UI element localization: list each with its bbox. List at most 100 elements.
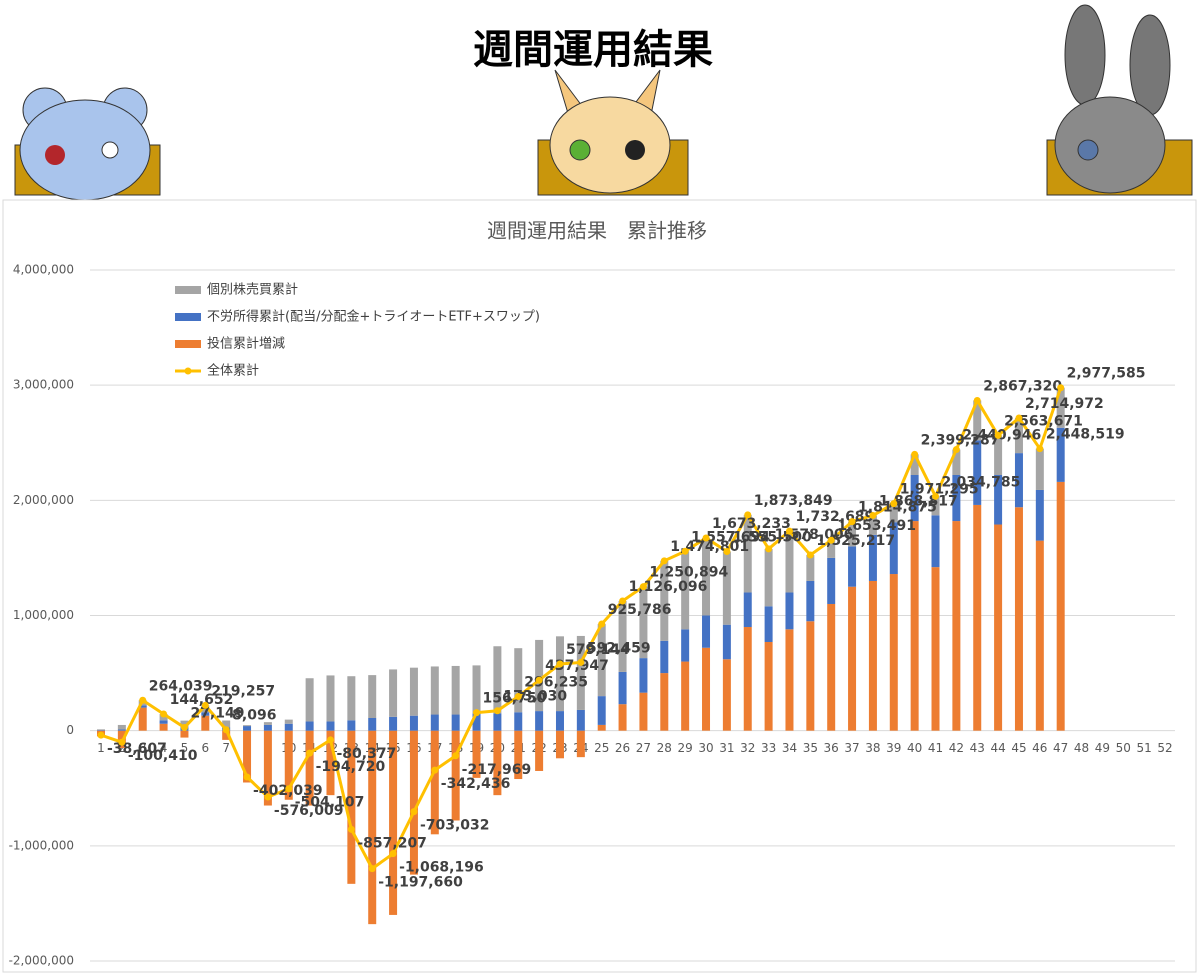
bar [263,724,272,731]
x-tick-label: 39 [886,741,901,755]
bar [451,714,460,731]
line-marker [118,738,126,746]
bar [639,692,648,731]
data-label: 925,786 [608,602,672,618]
chart-title: 週間運用結果 累計推移 [487,219,707,243]
bar [159,720,168,724]
data-label: 27,149 [190,706,244,722]
bar [722,624,731,660]
bar [597,724,606,731]
x-tick-label: 5 [181,741,189,755]
bar [1056,387,1065,428]
line-marker [577,658,585,666]
line-marker [306,749,314,757]
line-marker [535,676,543,684]
bar [722,659,731,731]
mascot-fox [537,69,689,196]
y-tick-label: 2,000,000 [13,493,74,507]
bar [910,521,919,731]
line-marker [452,752,460,760]
data-label: -857,207 [357,835,427,851]
data-label: 592,459 [587,640,651,656]
data-label: -1,068,196 [399,860,484,876]
data-label: 1,971,295 [900,482,979,498]
bar [263,722,272,725]
line-marker [639,583,647,591]
bar [597,696,606,725]
line-marker [619,597,627,605]
y-tick-label: 4,000,000 [13,263,74,277]
bar [326,675,335,722]
x-tick-label: 2 [118,741,126,755]
data-label: 579,144 [566,642,630,658]
line-marker [160,710,168,718]
x-tick-label: 31 [719,741,734,755]
data-label: 1,814,875 [858,500,937,516]
bar [138,705,147,708]
y-tick-label: 3,000,000 [13,378,74,392]
bar [430,730,439,835]
bar [681,629,690,662]
bar [368,717,377,731]
x-tick-label: 35 [803,741,818,755]
bar [618,671,627,705]
bar [472,730,481,778]
legend-swatch [175,340,201,348]
bar [660,640,669,674]
line-marker [368,865,376,873]
data-label: 173,030 [503,689,567,705]
line-marker [97,731,105,739]
bar [243,725,252,727]
line-marker [431,766,439,774]
bar [931,567,940,731]
x-tick-label: 44 [990,741,1005,755]
line-marker [785,527,793,535]
bar [576,635,585,710]
bar [535,730,544,771]
line-marker [827,536,835,544]
bar [597,624,606,697]
x-tick-label: 41 [928,741,943,755]
line-marker [326,736,334,744]
bar [827,540,836,558]
y-tick-label: -1,000,000 [9,838,74,852]
line-marker [201,701,209,709]
line-marker [389,850,397,858]
bar [931,496,940,516]
bar [994,524,1003,731]
data-label: 2,977,585 [1067,366,1146,382]
bar [702,615,711,648]
legend-label: 不労所得累計(配当/分配金+トライオートETF+スワップ) [207,309,540,325]
line-marker [869,511,877,519]
legend-label: 全体累計 [207,363,259,379]
bar [284,719,293,724]
legend-swatch [175,286,201,294]
data-label: 219,257 [211,683,275,699]
bar [514,712,523,731]
bar [973,400,982,441]
x-tick-label: 52 [1157,741,1172,755]
bar [138,707,147,731]
line-marker [180,724,188,732]
bar [1056,427,1065,482]
line-marker [1036,445,1044,453]
bar [305,721,314,731]
bar [681,661,690,731]
line-marker [723,548,731,556]
x-tick-label: 3 [139,741,147,755]
bar [1014,507,1023,731]
data-label: 2,563,671 [1004,413,1083,429]
x-tick-label: 48 [1074,741,1089,755]
bar [284,730,293,800]
line-marker [952,446,960,454]
line-marker [598,620,606,628]
mascot-rabbit [1046,4,1193,196]
x-tick-label: 51 [1136,741,1151,755]
bar [868,534,877,581]
data-label: 2,399,287 [921,432,1000,448]
bar [514,730,523,780]
x-tick-label: 47 [1053,741,1068,755]
bar [555,730,564,759]
x-tick-label: 32 [740,741,755,755]
bar [389,730,398,915]
